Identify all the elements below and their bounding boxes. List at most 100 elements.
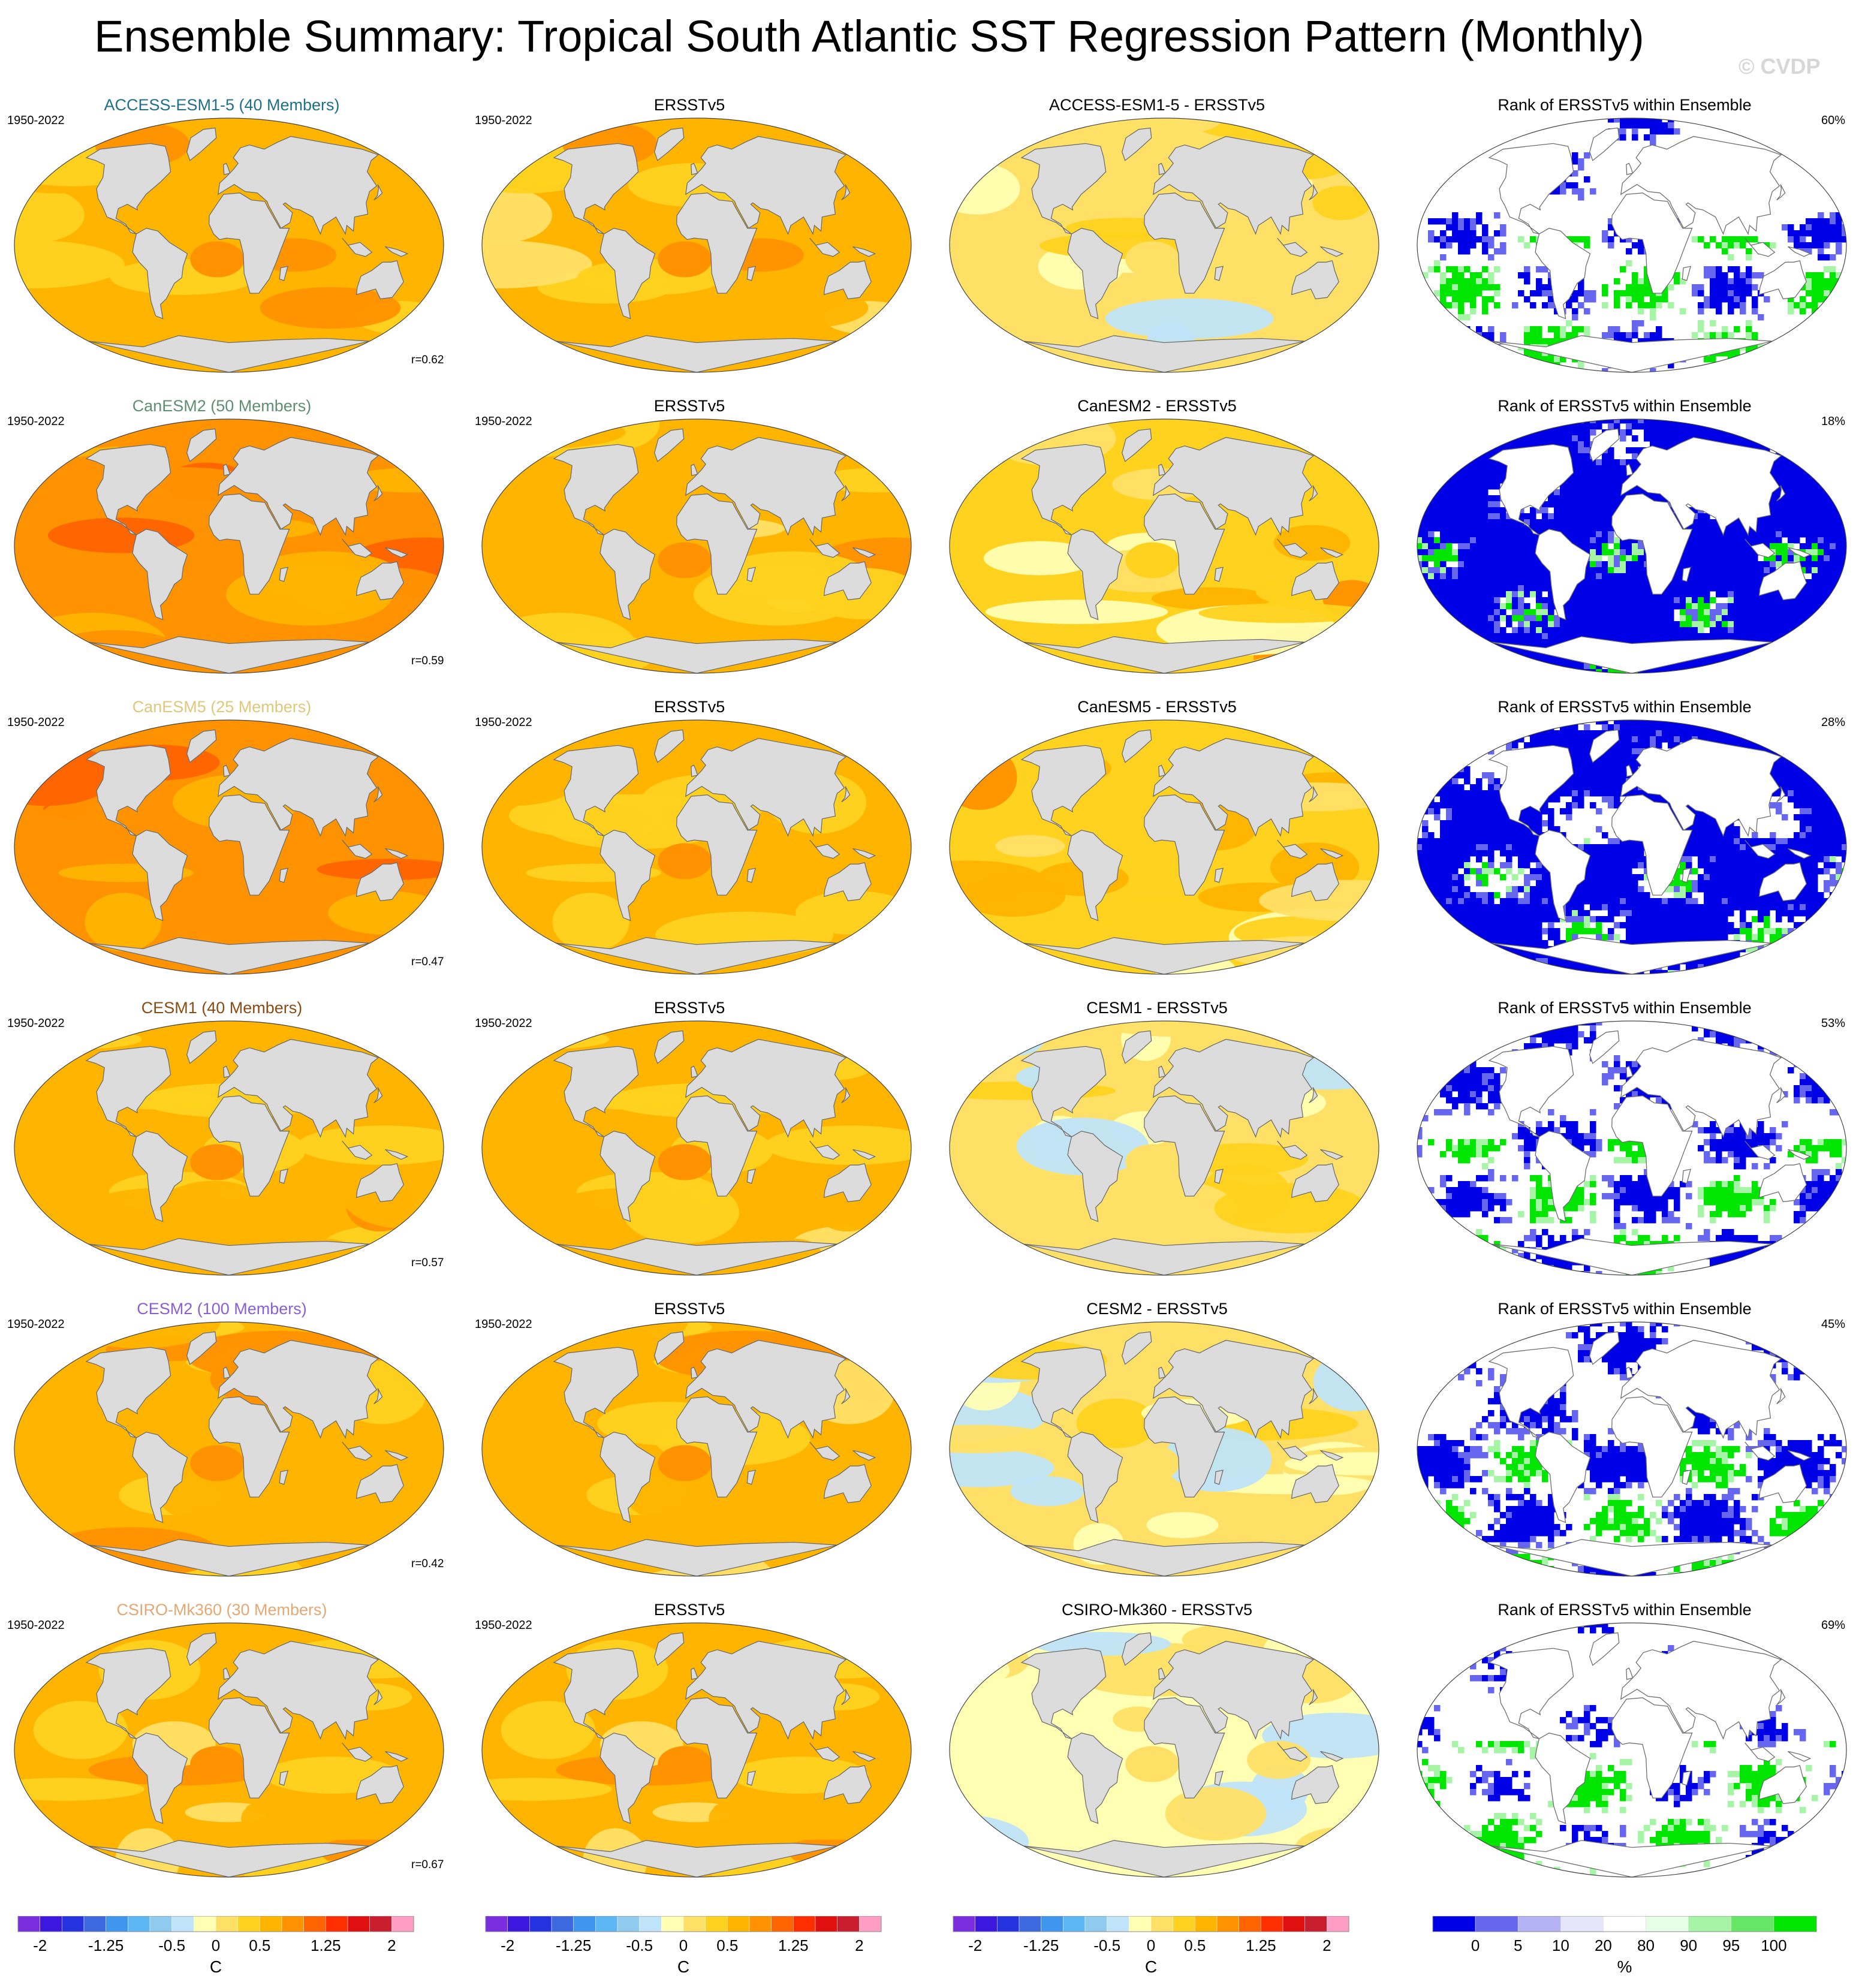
panel-title: CESM2 (100 Members)	[137, 1300, 307, 1318]
land-indonesia	[1277, 237, 1308, 257]
colorbar-swatch	[1019, 1916, 1041, 1932]
land-uk	[223, 1366, 231, 1379]
land-indonesia	[1744, 1140, 1776, 1160]
land-newguinea	[385, 848, 409, 859]
land-samerica	[1067, 228, 1123, 320]
land-japan	[841, 184, 851, 201]
colorbar-swatch	[1560, 1916, 1604, 1932]
colorbar-tick: 2	[855, 1936, 863, 1954]
colorbar-swatch	[17, 1916, 40, 1932]
colorbar-swatch	[62, 1916, 85, 1932]
land-africa	[1144, 1697, 1225, 1799]
panel-model: CanESM2 (50 Members) 1950-2022 r=0.59	[6, 397, 462, 697]
map-rank	[1417, 1321, 1847, 1577]
land-africa	[209, 1095, 290, 1197]
land-japan	[373, 184, 383, 201]
colorbar-tick: 0.5	[249, 1936, 270, 1954]
land-newguinea	[1320, 1751, 1344, 1762]
land-africa	[1144, 493, 1225, 595]
colorbar-swatch	[1282, 1916, 1305, 1932]
land-japan	[1309, 184, 1318, 201]
land-antarctica	[88, 1840, 370, 1877]
land-samerica	[1535, 1131, 1591, 1222]
land-namerica	[1020, 1347, 1107, 1438]
land-namerica	[85, 745, 171, 836]
land-samerica	[599, 228, 656, 320]
colorbar-unit: C	[677, 1957, 689, 1976]
land-antarctica	[1491, 335, 1773, 372]
land-uk	[1158, 1065, 1166, 1079]
colorbar-swatch	[1475, 1916, 1518, 1932]
colorbar-tick: 5	[1514, 1936, 1522, 1954]
land-namerica	[553, 745, 639, 836]
period-label: 1950-2022	[7, 114, 65, 127]
colorbar-tick: 0.5	[1184, 1936, 1206, 1954]
map-ens	[14, 418, 444, 674]
land-antarctica	[1023, 636, 1305, 673]
land-samerica	[132, 830, 188, 921]
colorbar-tick: 0	[1147, 1936, 1155, 1954]
colorbar-swatch	[1773, 1916, 1817, 1932]
land-samerica	[132, 1131, 188, 1222]
land-uk	[691, 1667, 698, 1680]
land-newguinea	[852, 1450, 876, 1461]
pattern-correlation: r=0.67	[411, 1859, 444, 1871]
rank-percent: 28%	[1821, 716, 1846, 729]
colorbar-swatch	[1688, 1916, 1732, 1932]
panel-title: ERSSTv5	[653, 1601, 725, 1619]
map-rank	[1417, 418, 1847, 674]
panel-title: Rank of ERSSTv5 within Ensemble	[1498, 397, 1752, 415]
land-eurasia	[685, 135, 847, 236]
land-uk	[691, 1065, 698, 1079]
colorbar-swatch	[705, 1916, 728, 1932]
land-antarctica	[1023, 937, 1305, 974]
map-ens	[14, 719, 444, 975]
land-antarctica	[1491, 1539, 1773, 1576]
land-australia	[1758, 1163, 1807, 1203]
land-africa	[209, 794, 290, 896]
colorbar-swatch	[1195, 1916, 1218, 1932]
land-japan	[1776, 1689, 1786, 1706]
land-samerica	[132, 1432, 188, 1523]
colorbar-swatch	[1239, 1916, 1261, 1932]
panel-title: ERSSTv5	[653, 698, 725, 716]
colorbar-swatch	[683, 1916, 706, 1932]
land-eurasia	[1152, 1339, 1315, 1439]
land-indonesia	[342, 1742, 373, 1762]
land-africa	[209, 192, 290, 294]
land-antarctica	[1023, 1238, 1305, 1275]
land-japan	[1309, 786, 1318, 803]
land-namerica	[85, 444, 171, 535]
land-greenland	[654, 1030, 685, 1064]
colorbar-swatch	[551, 1916, 574, 1932]
land-eurasia	[1620, 1640, 1782, 1740]
period-label: 1950-2022	[475, 1017, 532, 1030]
land-uk	[1158, 764, 1166, 778]
land-greenland	[654, 428, 685, 462]
land-namerica	[1488, 1647, 1574, 1739]
colorbar-swatch	[1731, 1916, 1774, 1932]
land-indonesia	[1744, 1742, 1776, 1762]
land-australia	[1291, 862, 1340, 902]
colorbar-tick: 80	[1637, 1936, 1655, 1954]
land-namerica	[1488, 1347, 1574, 1438]
land-indonesia	[809, 1441, 840, 1461]
panel-obs: ERSSTv5 1950-2022	[474, 96, 929, 396]
land-japan	[841, 1689, 851, 1706]
land-madagascar	[1214, 266, 1224, 281]
land-uk	[1158, 162, 1166, 176]
colorbar-model: -2 -1.25 -0.5 0 0.5 1.25 2 C	[17, 1916, 414, 1976]
land-namerica	[553, 1647, 639, 1739]
period-label: 1950-2022	[475, 114, 532, 127]
colorbar-swatch	[617, 1916, 640, 1932]
land-africa	[676, 1697, 758, 1799]
colorbar-swatch	[40, 1916, 62, 1932]
panel-diff: CESM2 - ERSSTv5	[941, 1300, 1397, 1600]
land-japan	[841, 485, 851, 502]
pattern-correlation: r=0.59	[411, 655, 444, 667]
period-label: 1950-2022	[475, 1318, 532, 1331]
land-australia	[1291, 561, 1340, 601]
land-madagascar	[279, 1469, 289, 1485]
land-eurasia	[217, 737, 379, 838]
period-label: 1950-2022	[7, 716, 65, 729]
